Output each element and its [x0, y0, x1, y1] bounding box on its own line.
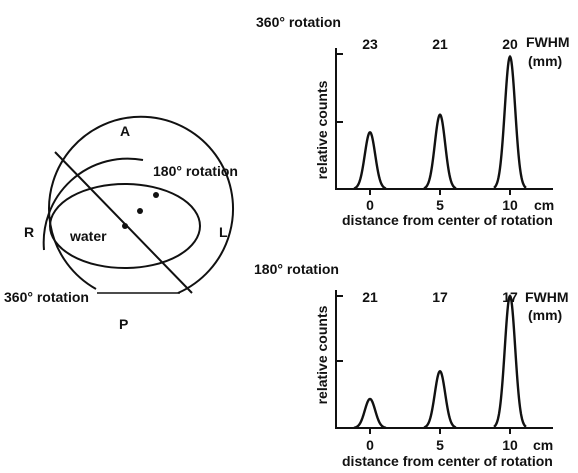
chart-180-peaks [353, 294, 527, 429]
rotation-axis-line [54, 151, 193, 294]
chart-180-y-ticks [336, 295, 343, 362]
chart-180-fwhm-values: 21 17 17 [362, 289, 518, 305]
arc-180-rotation [42, 157, 144, 251]
chart-360-x-tick-label-1: 5 [436, 197, 444, 213]
chart-180-peak-1 [423, 369, 457, 429]
chart-360-peak-0 [353, 130, 387, 190]
point-source-outer [153, 192, 159, 198]
chart-360-ylabel: relative counts [314, 80, 330, 179]
chart-360-rotation: 360° rotation relative counts 0 5 10 23 21 2… [256, 14, 570, 228]
chart-360-x-ticks: 0 5 10 [366, 189, 518, 213]
chart-180-x-tick-label-1: 5 [436, 437, 444, 453]
chart-180-peak-0 [353, 397, 387, 429]
point-source-center [122, 223, 128, 229]
chart-180-x-tick-label-0: 0 [366, 437, 374, 453]
chart-180-fwhm-value-2: 17 [502, 289, 518, 305]
label-360-rotation: 360° rotation [4, 289, 89, 305]
chart-180-ylabel: relative counts [314, 305, 330, 404]
label-right: R [24, 224, 34, 240]
chart-360-title: 360° rotation [256, 14, 341, 30]
chart-360-fwhm-value-1: 21 [432, 36, 448, 52]
chart-180-x-unit: cm [533, 437, 553, 453]
chart-360-peaks [353, 54, 527, 190]
chart-360-y-ticks [336, 53, 343, 123]
label-anterior: A [120, 123, 130, 139]
chart-360-peak-1 [423, 113, 457, 190]
label-water: water [69, 228, 107, 244]
chart-180-fwhm-value-1: 17 [432, 289, 448, 305]
chart-360-fwhm-value-2: 20 [502, 36, 518, 52]
chart-360-fwhm-unit: (mm) [528, 53, 562, 69]
chart-180-rotation: 180° rotation relative counts 0 5 10 21 17 1… [254, 261, 569, 469]
label-left: L [219, 224, 228, 240]
chart-180-y-axis [335, 290, 553, 429]
chart-180-x-ticks: 0 5 10 [366, 428, 518, 453]
water-ellipse [49, 183, 201, 269]
label-posterior: P [119, 316, 128, 332]
chart-360-fwhm-values: 23 21 20 [362, 36, 518, 52]
chart-360-x-tick-label-0: 0 [366, 197, 374, 213]
chart-180-title: 180° rotation [254, 261, 339, 277]
chart-180-xlabel: distance from center of rotation [342, 453, 553, 469]
point-source-mid [137, 208, 143, 214]
point-sources [122, 192, 159, 229]
chart-180-x-tick-label-2: 10 [502, 437, 518, 453]
chart-180-peak-2 [493, 294, 527, 428]
chart-180-fwhm-title: FWHM [525, 289, 569, 305]
chart-360-fwhm-value-0: 23 [362, 36, 378, 52]
chart-360-y-axis [335, 48, 553, 190]
chart-180-fwhm-unit: (mm) [528, 307, 562, 323]
chart-360-peak-2 [493, 54, 527, 189]
chart-360-fwhm-title: FWHM [526, 34, 570, 50]
arc-360-rotation [48, 115, 234, 294]
chart-360-x-tick-label-2: 10 [502, 197, 518, 213]
chart-360-xlabel: distance from center of rotation [342, 212, 553, 228]
phantom-diagram [42, 115, 234, 294]
chart-180-fwhm-value-0: 21 [362, 289, 378, 305]
label-180-rotation: 180° rotation [153, 163, 238, 179]
chart-360-x-unit: cm [534, 197, 554, 213]
